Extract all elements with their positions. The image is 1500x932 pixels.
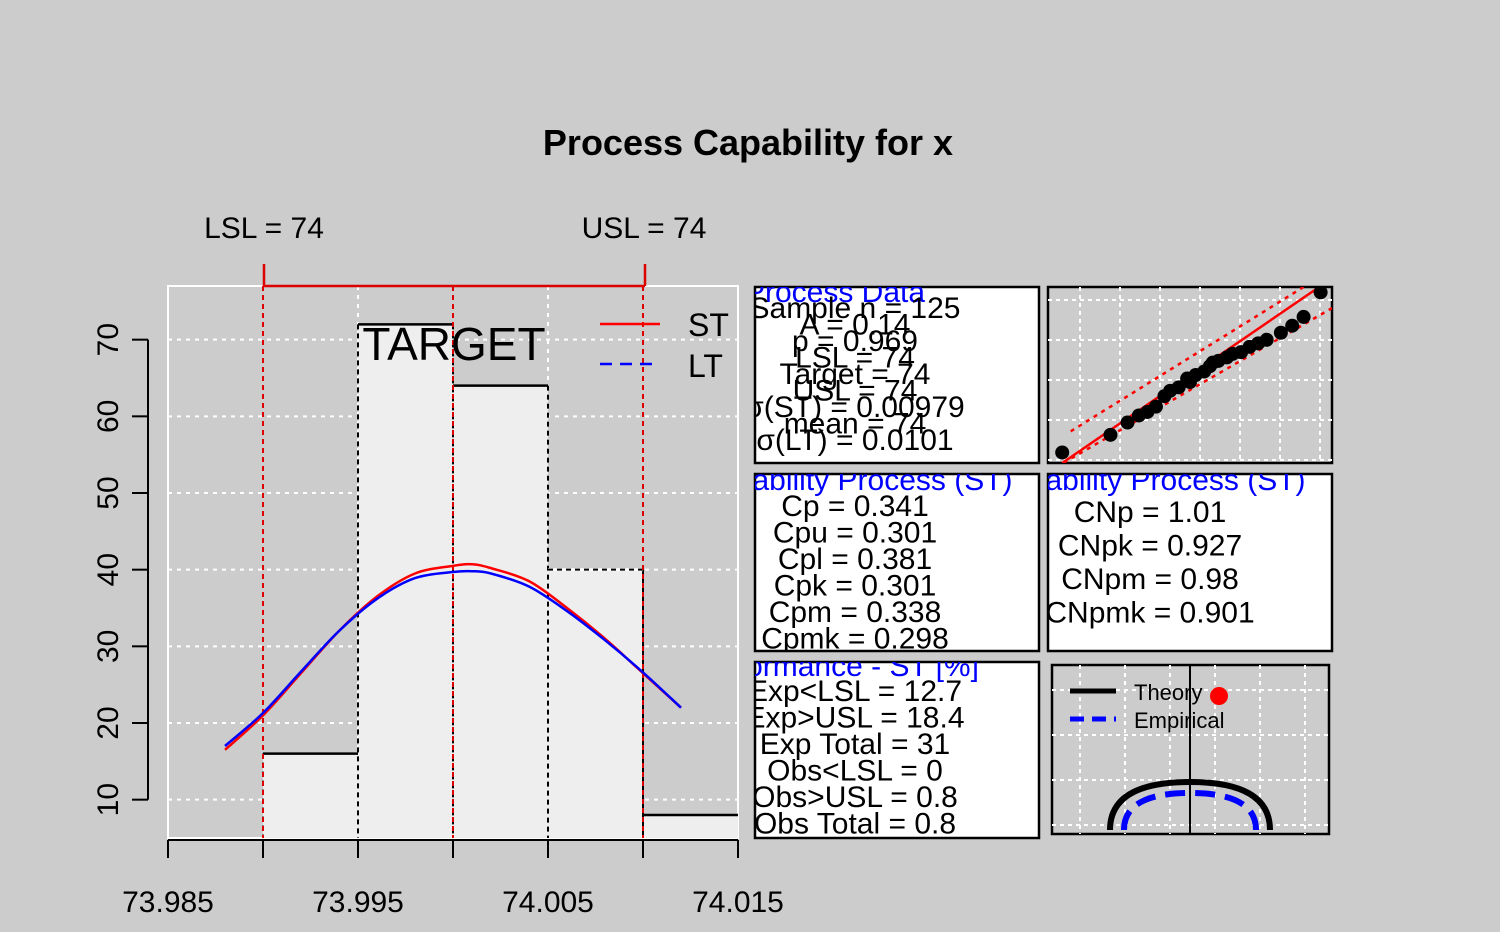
histogram-bar xyxy=(548,569,643,838)
legend: ST LT xyxy=(600,307,729,384)
y-tick-label: 10 xyxy=(92,783,125,816)
histogram-bar xyxy=(453,385,548,838)
y-tick-label: 30 xyxy=(92,630,125,663)
x-axis: 73.985 73.995 74.005 74.015 xyxy=(122,839,784,919)
panel-line: Obs Total = 0.8 xyxy=(754,808,956,841)
capability-np-header: Capability Process (ST) xyxy=(990,464,1305,497)
qq-point xyxy=(1055,445,1070,460)
histogram-bars xyxy=(262,323,738,838)
density-curve-lt xyxy=(224,569,682,747)
qq-point xyxy=(1273,325,1288,340)
panel-line: Cpl = 0.381 xyxy=(778,543,932,576)
ellipse-panel: Theory Empirical xyxy=(1050,663,1331,836)
panel-line: Exp Total = 31 xyxy=(760,728,950,761)
qq-plot-panel xyxy=(1046,285,1334,465)
panel-line: Cpm = 0.338 xyxy=(769,596,942,629)
qq-content xyxy=(1055,287,1332,463)
panel-line: LSL = 74 xyxy=(795,342,915,375)
y-tick-label: 50 xyxy=(92,476,125,509)
panel-line: Obs>USL = 0.8 xyxy=(752,781,958,814)
panel-line: CNpm = 0.98 xyxy=(1061,563,1239,596)
target-label: TARGET xyxy=(362,318,545,370)
panel-line: Cp = 0.341 xyxy=(781,490,929,523)
panel-line: σ(ST) = 0.00979 xyxy=(745,391,964,424)
legend-theory-label: Theory xyxy=(1134,680,1202,705)
panel-line: A = 0.14 xyxy=(800,309,911,342)
process-data-header: Process Data xyxy=(745,276,925,309)
ellipse-point xyxy=(1210,687,1228,705)
y-tick-label: 60 xyxy=(92,400,125,433)
histogram-bar xyxy=(263,753,358,838)
legend-lt-label: LT xyxy=(688,348,723,384)
panel-line: Cpu = 0.301 xyxy=(773,517,937,550)
x-tick-label: 74.015 xyxy=(692,886,784,919)
panel-line: σ(LT) = 0.0101 xyxy=(756,424,953,457)
spec-lines xyxy=(262,286,644,838)
qq-point xyxy=(1171,380,1186,395)
legend-st-label: ST xyxy=(688,307,729,343)
panel-line: p = 0.969 xyxy=(792,325,918,358)
panel-line: CNpk = 0.927 xyxy=(1058,530,1242,563)
theory-arc xyxy=(1107,778,1273,831)
performance-header: Performance - ST [%] xyxy=(691,650,979,683)
x-tick-label: 73.995 xyxy=(312,886,404,919)
legend-empirical-label: Empirical xyxy=(1134,708,1224,733)
panel-line: Target = 74 xyxy=(780,358,931,391)
qq-point xyxy=(1285,318,1300,333)
qq-point xyxy=(1259,332,1274,347)
y-tick-label: 20 xyxy=(92,706,125,739)
x-tick-label: 73.985 xyxy=(122,886,214,919)
qq-point xyxy=(1313,287,1328,300)
qq-point xyxy=(1148,399,1163,414)
panel-line: CNpmk = 0.901 xyxy=(1045,597,1254,630)
chart-title: Process Capability for x xyxy=(543,122,953,163)
panel-line: Cpmk = 0.298 xyxy=(761,623,949,656)
capability-header: Capability Process (ST) xyxy=(697,464,1012,497)
panel-line: Sample n = 125 xyxy=(750,292,961,325)
qq-point xyxy=(1296,309,1311,324)
panel-line: mean = 74 xyxy=(784,408,927,441)
panel-line: Exp<LSL = 12.7 xyxy=(748,675,962,708)
y-axis: 10 20 30 40 50 60 70 xyxy=(92,323,149,816)
panel-line: CNp = 1.01 xyxy=(1074,496,1227,529)
x-tick-label: 74.005 xyxy=(502,886,594,919)
panel-line: Obs<LSL = 0 xyxy=(767,755,943,788)
y-tick-label: 70 xyxy=(92,323,125,356)
qq-upper-band xyxy=(1070,287,1306,433)
usl-label: USL = 74 xyxy=(582,212,707,245)
density-curves xyxy=(224,562,682,751)
panel-line: USL = 74 xyxy=(793,375,918,408)
panel-line: Exp>USL = 18.4 xyxy=(745,702,964,735)
performance-panel: Performance - ST [%] Exp<LSL = 12.7Exp>U… xyxy=(691,650,1041,841)
qq-point xyxy=(1120,415,1135,430)
panel-line: Cpk = 0.301 xyxy=(774,570,937,603)
y-tick-label: 40 xyxy=(92,553,125,586)
lsl-label: LSL = 74 xyxy=(204,212,324,245)
qq-point xyxy=(1103,427,1118,442)
histogram-bar xyxy=(643,815,738,838)
